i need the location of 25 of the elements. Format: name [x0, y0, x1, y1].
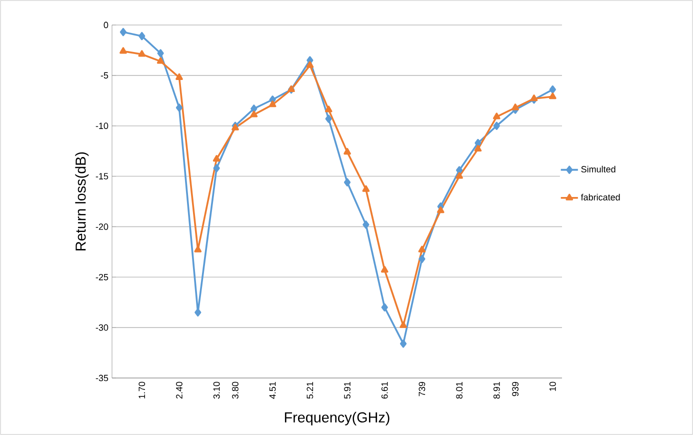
y-tick-label: 0 [104, 22, 108, 28]
y-tick-label: -5 [100, 72, 108, 79]
y-tick-label: -25 [96, 274, 108, 280]
y-axis-title: Return loss(dB) [75, 152, 89, 250]
x-tick-label: 5.21 [306, 382, 314, 399]
y-tick-label: -10 [96, 122, 108, 130]
x-tick-label: 4.51 [269, 382, 276, 399]
x-tick-label: 8.01 [456, 382, 462, 399]
x-axis-title: Frequency(GHz) [284, 412, 390, 426]
x-tick-label: 739 [418, 382, 426, 396]
legend-label: Simulted [581, 166, 616, 172]
x-tick-label: 5.91 [344, 382, 350, 399]
x-tick-label: 3.10 [213, 382, 220, 399]
legend-label: fabricated [580, 194, 620, 200]
x-tick-label: 10 [549, 382, 556, 391]
y-tick-label: -30 [96, 324, 108, 331]
y-tick-label: -15 [96, 173, 108, 180]
x-tick-label: 6.61 [381, 382, 388, 399]
x-tick-label: 939 [512, 382, 519, 396]
x-tick-label: 2.40 [176, 382, 182, 399]
x-tick-label: 1.70 [138, 382, 146, 398]
x-tick-label: 3.80 [232, 382, 238, 399]
x-tick-label: 8.91 [493, 382, 500, 399]
y-tick-label: -35 [96, 374, 108, 382]
y-tick-label: -20 [96, 224, 108, 230]
